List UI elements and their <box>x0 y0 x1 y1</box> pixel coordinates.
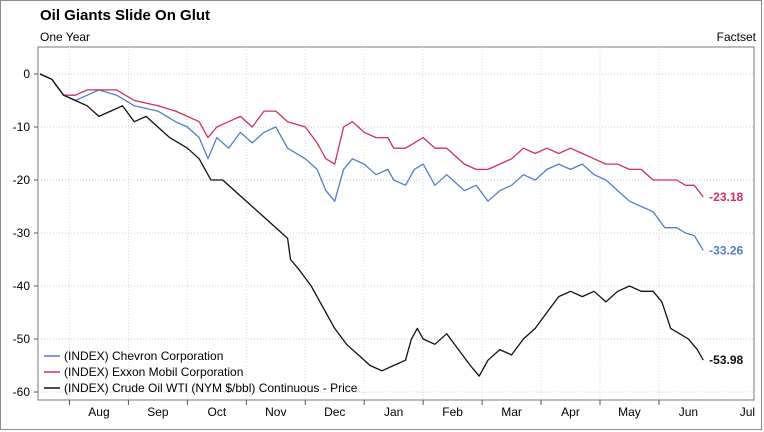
plot-area <box>37 46 755 401</box>
x-tick-label: Mar <box>501 405 522 419</box>
x-tick-label: Dec <box>324 405 345 419</box>
source-label: Factset <box>716 30 756 44</box>
chart-subtitle: One Year <box>40 30 91 44</box>
end-value-label: -23.18 <box>709 190 743 204</box>
x-tick-label: Jan <box>384 405 403 419</box>
legend-entry: (INDEX) Chevron Corporation <box>64 349 223 363</box>
end-value-label: -33.26 <box>709 243 743 257</box>
x-tick-label: Nov <box>265 405 286 419</box>
x-tick-label: Sep <box>147 405 169 419</box>
x-tick-label: Jul <box>740 405 755 419</box>
y-tick-label: -40 <box>13 279 31 293</box>
x-tick-label: May <box>618 405 641 419</box>
end-value-label: -53.98 <box>709 353 743 367</box>
y-tick-label: -10 <box>13 120 31 134</box>
chart-title: Oil Giants Slide On Glut <box>40 7 211 24</box>
legend-entry: (INDEX) Exxon Mobil Corporation <box>64 365 243 379</box>
series-line-0 <box>39 73 704 251</box>
y-tick-label: -60 <box>13 385 31 399</box>
x-tick-label: Oct <box>208 405 227 419</box>
x-tick-label: Feb <box>442 405 463 419</box>
y-tick-label: -20 <box>13 173 31 187</box>
x-tick-label: Apr <box>561 405 580 419</box>
y-tick-label: -30 <box>13 226 31 240</box>
y-tick-label: 0 <box>23 67 30 81</box>
x-tick-label: Jun <box>679 405 698 419</box>
series-line-1 <box>39 73 704 198</box>
y-tick-label: -50 <box>13 332 31 346</box>
x-tick-label: Aug <box>88 405 109 419</box>
series-line-2 <box>39 73 704 377</box>
legend-entry: (INDEX) Crude Oil WTI (NYM $/bbl) Contin… <box>64 381 358 395</box>
